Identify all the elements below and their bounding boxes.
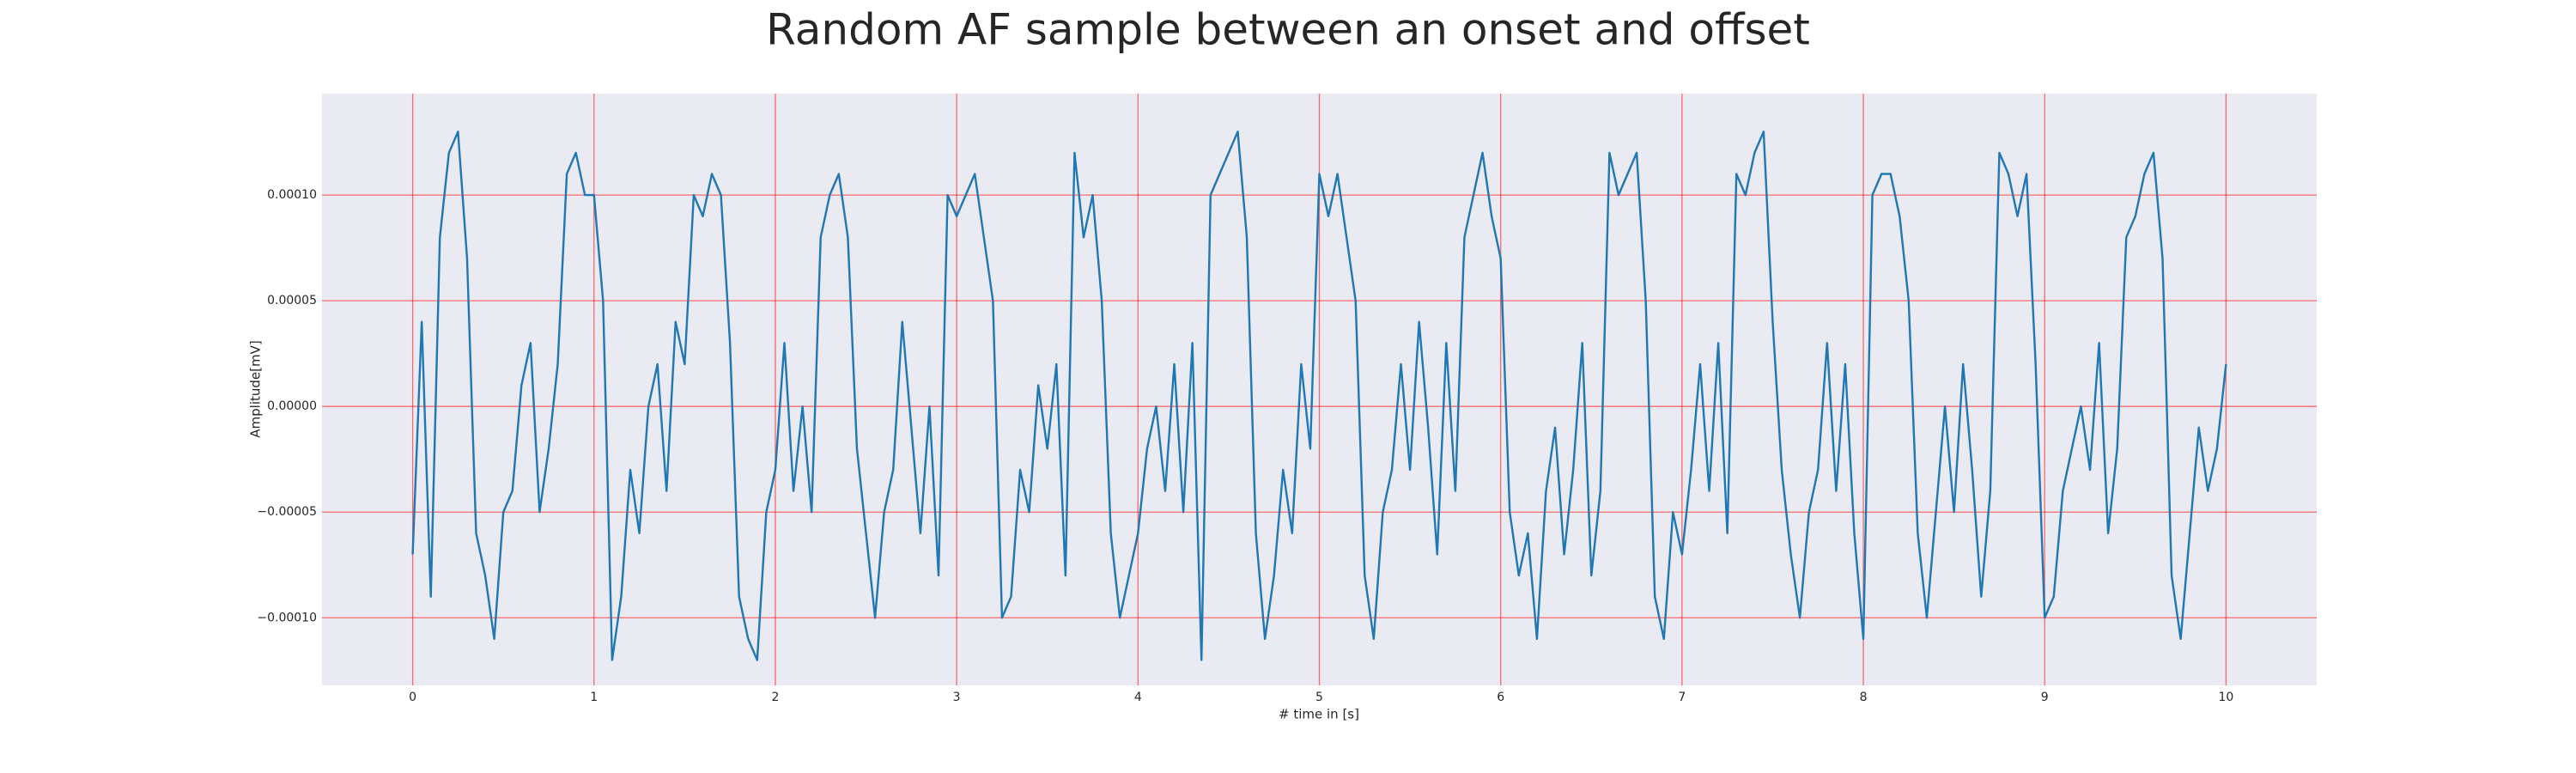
grid: [322, 94, 2317, 685]
x-tick-label: 7: [1678, 691, 1686, 704]
x-tick-label: 8: [1860, 691, 1868, 704]
x-tick-label: 3: [953, 691, 961, 704]
chart-title: Random AF sample between an onset and of…: [766, 5, 1810, 55]
x-tick-label: 5: [1315, 691, 1323, 704]
y-axis-label: Amplitude[mV]: [248, 340, 264, 437]
x-tick-label: 0: [409, 691, 416, 704]
x-tick-label: 6: [1497, 691, 1504, 704]
y-tick-label: 0.00000: [267, 399, 317, 413]
y-tick-label: 0.00005: [267, 294, 317, 307]
x-tick-label: 4: [1134, 691, 1142, 704]
y-tick-label: 0.00010: [267, 188, 317, 202]
x-tick-label: 1: [590, 691, 598, 704]
y-tick-label: −0.00005: [257, 505, 317, 519]
line-series: [411, 131, 2227, 661]
x-tick-label: 10: [2218, 691, 2233, 704]
y-tick-label: −0.00010: [257, 611, 317, 624]
x-tick-label: 2: [771, 691, 779, 704]
x-tick-label: 9: [2041, 691, 2049, 704]
x-axis-label: # time in [s]: [1279, 707, 1359, 722]
marks: [411, 131, 2227, 661]
